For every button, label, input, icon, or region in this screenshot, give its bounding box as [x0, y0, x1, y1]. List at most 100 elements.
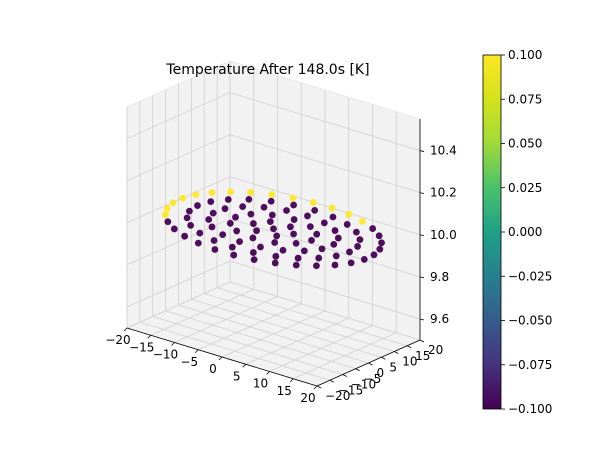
- data-point-low: [187, 221, 195, 229]
- data-point-low: [283, 207, 290, 214]
- data-point-low: [249, 249, 257, 256]
- y-tick: [355, 368, 360, 372]
- data-point-low: [266, 218, 274, 226]
- y-tick-label: 20: [428, 343, 443, 357]
- x-tick: [123, 327, 128, 332]
- y-tick-label: 5: [389, 360, 397, 374]
- data-point-high: [162, 211, 169, 219]
- data-point-low: [279, 246, 287, 254]
- data-point-low: [313, 230, 321, 238]
- data-point-low: [267, 197, 275, 205]
- data-point-low: [271, 239, 279, 246]
- data-point-low: [304, 212, 311, 220]
- data-point-low: [334, 234, 342, 242]
- x-tick-label: 15: [277, 384, 292, 398]
- y-tick: [419, 339, 425, 343]
- data-point-high: [179, 194, 187, 202]
- data-point-low: [292, 240, 300, 247]
- data-point-low: [330, 240, 338, 248]
- data-point-low: [270, 225, 277, 233]
- x-tick: [147, 334, 152, 339]
- gridline: [126, 260, 231, 308]
- colorbar-tick-label: 0.025: [508, 181, 542, 195]
- x-tick: [313, 385, 318, 390]
- data-point-high: [192, 191, 200, 199]
- data-point-low: [186, 207, 193, 215]
- data-point-low: [247, 210, 255, 218]
- y-tick: [406, 345, 412, 349]
- data-point-low: [318, 245, 326, 253]
- data-point-low: [250, 256, 258, 264]
- colorbar: [482, 54, 502, 410]
- x-tick-label: 0: [209, 362, 217, 376]
- data-point-high: [227, 188, 234, 196]
- data-point-low: [320, 219, 328, 227]
- data-point-low: [370, 251, 378, 259]
- y-tick-label: 0: [377, 366, 385, 380]
- y-tick-label: −15: [338, 383, 363, 397]
- data-point-high: [345, 211, 353, 218]
- data-point-low: [287, 223, 294, 231]
- data-point-low: [352, 228, 360, 236]
- data-point-low: [221, 205, 229, 213]
- data-point-low: [360, 256, 368, 263]
- gridline: [269, 325, 373, 372]
- gridline: [229, 176, 421, 236]
- gridline: [126, 92, 231, 139]
- data-point-low: [331, 227, 339, 234]
- data-point-low: [232, 213, 239, 221]
- z-tick: [419, 276, 425, 279]
- gridline: [229, 281, 421, 341]
- y-tick: [316, 385, 322, 389]
- z-tick-label: 10.0: [430, 228, 457, 242]
- data-point-low: [249, 234, 257, 242]
- gridline: [126, 176, 231, 224]
- y-tick: [394, 351, 399, 354]
- colorbar-tick-label: −0.075: [508, 358, 552, 372]
- gridline: [126, 134, 231, 182]
- data-point-low: [205, 216, 213, 223]
- data-point-low: [210, 237, 218, 244]
- colorbar-tick-label: −0.100: [508, 402, 552, 416]
- x-tick: [218, 356, 223, 361]
- x-tick: [242, 363, 247, 368]
- data-point-low: [253, 227, 260, 235]
- colorbar-tick-label: 0.100: [508, 48, 542, 62]
- data-point-low: [208, 223, 216, 231]
- gridline: [217, 287, 408, 347]
- z-tick: [419, 192, 425, 195]
- data-point-low: [164, 218, 172, 226]
- x-tick: [266, 371, 270, 375]
- data-point-low: [273, 232, 281, 240]
- colorbar-tick-label: 0.050: [508, 137, 542, 151]
- data-point-low: [308, 236, 315, 244]
- gridline: [178, 304, 369, 364]
- data-point-low: [292, 261, 300, 269]
- data-point-low: [207, 198, 215, 205]
- data-point-low: [346, 248, 353, 256]
- data-point-low: [228, 243, 236, 251]
- x-tick-label: 20: [300, 391, 315, 405]
- z-tick: [419, 234, 425, 237]
- data-point-high: [163, 204, 171, 212]
- data-point-low: [313, 262, 320, 270]
- x-tick-label: −10: [153, 348, 178, 362]
- data-point-low: [219, 231, 227, 239]
- y-tick: [342, 374, 347, 377]
- data-point-high: [289, 194, 297, 202]
- x-tick: [289, 378, 294, 383]
- colorbar-tick-label: −0.050: [508, 314, 552, 328]
- data-point-low: [239, 203, 247, 211]
- data-point-low: [354, 243, 361, 250]
- gridline: [229, 260, 421, 320]
- data-point-low: [306, 223, 314, 230]
- data-point-low: [236, 238, 243, 245]
- data-point-low: [356, 236, 364, 244]
- gridline: [204, 293, 395, 352]
- y-tick: [329, 379, 335, 383]
- data-point-low: [194, 239, 202, 247]
- data-point-low: [181, 232, 189, 240]
- data-point-low: [233, 227, 241, 235]
- data-point-high: [268, 191, 276, 198]
